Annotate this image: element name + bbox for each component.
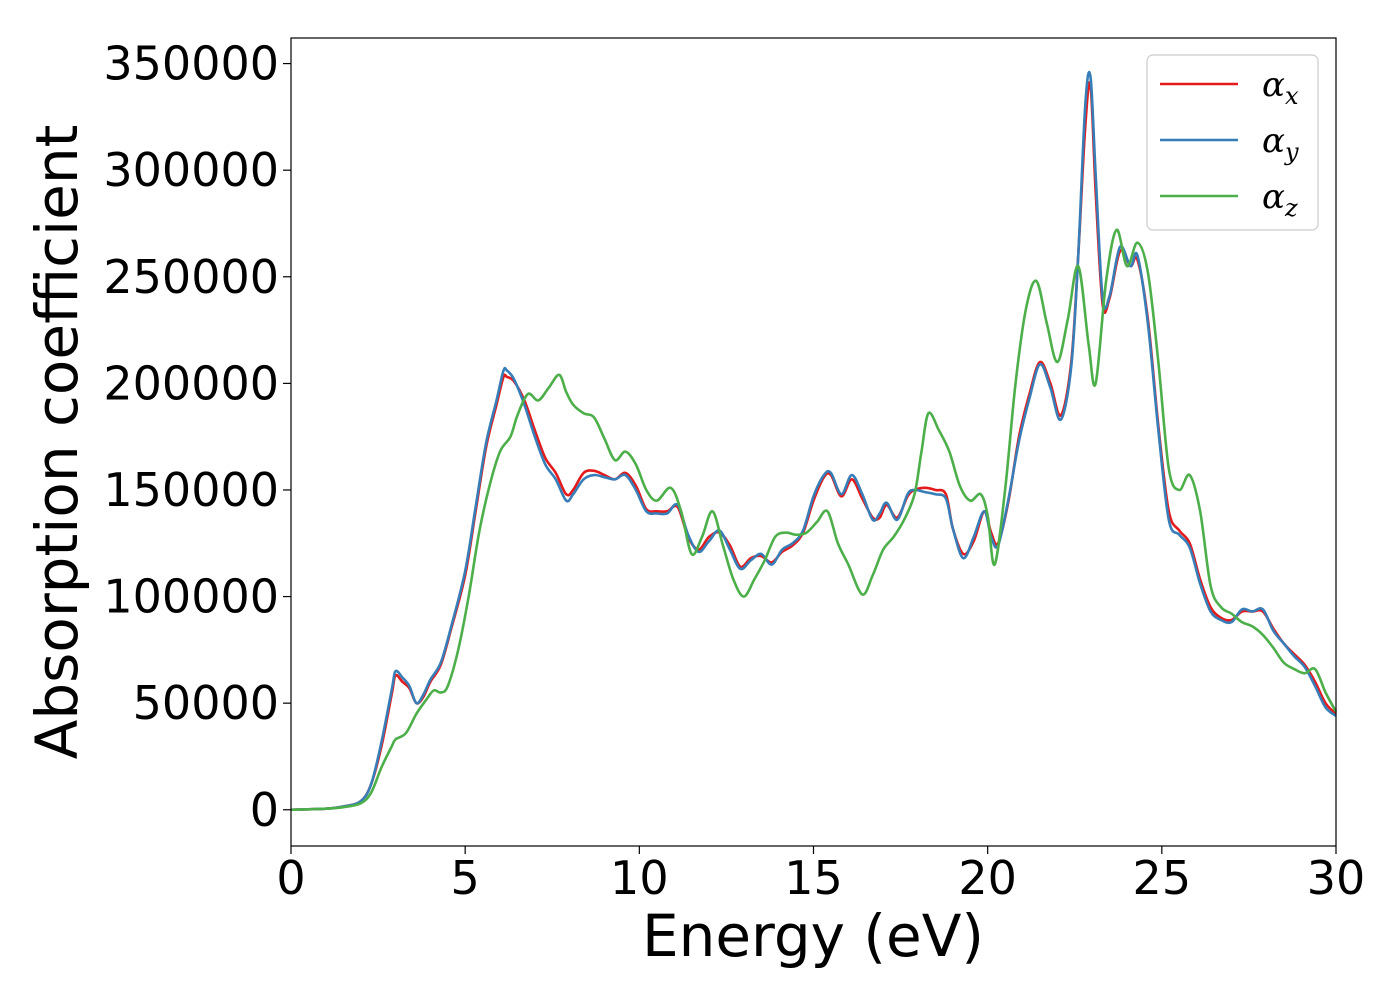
x-tick-label: 30 — [1307, 851, 1366, 905]
x-axis-ticks: 0 5 10 15 20 25 30 — [276, 846, 1365, 905]
y-tick-label: 250000 — [103, 250, 279, 304]
x-tick-label: 15 — [784, 851, 843, 905]
x-tick-label: 10 — [610, 851, 669, 905]
y-tick-label: 0 — [250, 783, 279, 837]
y-tick-label: 50000 — [133, 676, 279, 730]
series-layer — [290, 70, 1338, 812]
y-tick-label: 350000 — [103, 37, 279, 91]
series-line-z — [290, 228, 1338, 812]
x-tick-label: 0 — [276, 851, 305, 905]
y-tick-label: 200000 — [103, 356, 279, 410]
x-tick-label: 25 — [1133, 851, 1192, 905]
y-tick-label: 100000 — [103, 570, 279, 624]
y-tick-label: 300000 — [103, 143, 279, 197]
series-line-y — [290, 70, 1337, 812]
x-tick-label: 20 — [958, 851, 1017, 905]
x-tick-label: 5 — [451, 851, 480, 905]
legend-box — [1146, 54, 1319, 231]
y-axis-label: Absorption coefficient — [23, 125, 91, 760]
x-axis-label: Energy (eV) — [642, 902, 984, 970]
y-axis-ticks: 0 50000 100000 150000 200000 250000 300000 3500… — [103, 37, 291, 837]
y-tick-label: 150000 — [103, 463, 279, 517]
